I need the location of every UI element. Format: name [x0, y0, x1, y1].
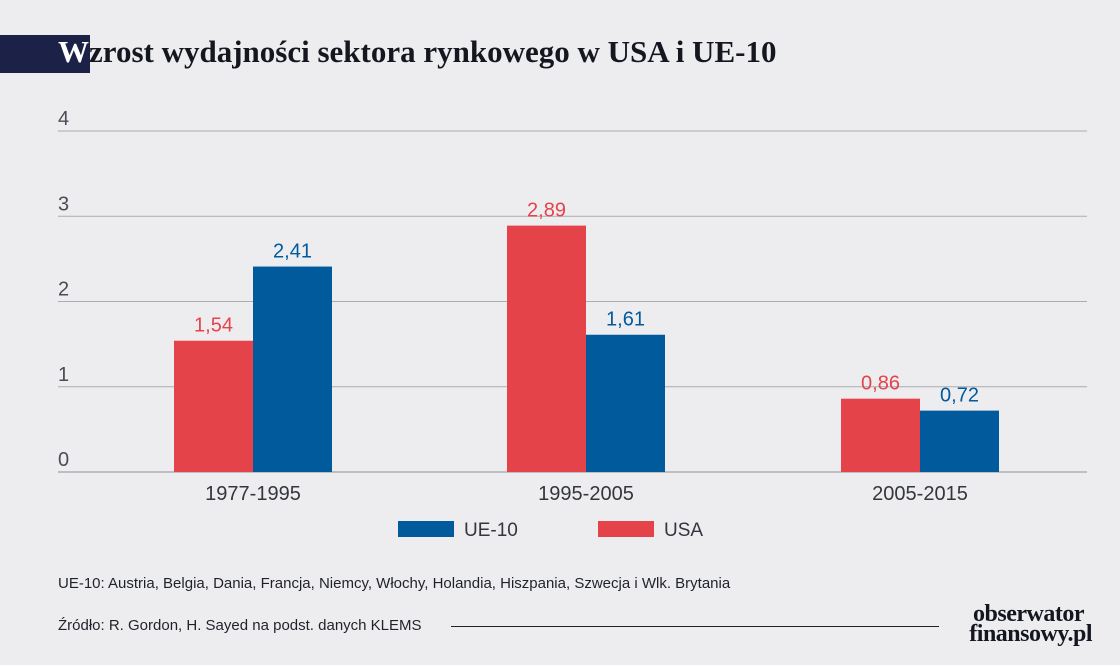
data-label: 2,89 — [527, 200, 566, 222]
bar — [841, 398, 920, 472]
chart-title: Wzrost wydajności sektora rynkowego w US… — [58, 34, 776, 70]
y-tick-label: 4 — [58, 108, 69, 130]
data-label: 2,41 — [273, 241, 312, 263]
bar — [920, 410, 999, 472]
logo-line-1: obserwator — [973, 601, 1084, 627]
bar — [174, 340, 253, 472]
x-tick-label: 2005-2015 — [872, 483, 968, 505]
legend-swatch — [398, 521, 454, 537]
title-accent-block — [0, 35, 90, 73]
y-tick-label: 3 — [58, 193, 69, 215]
bar — [253, 266, 332, 472]
x-tick-label: 1995-2005 — [538, 483, 634, 505]
title-text: zrost wydajności sektora rynkowego w USA… — [89, 34, 777, 69]
legend-label: USA — [664, 520, 703, 541]
legend-label: UE-10 — [464, 520, 518, 541]
y-tick-label: 2 — [58, 279, 69, 301]
y-tick-label: 0 — [58, 449, 69, 471]
bar — [586, 334, 665, 472]
logo-line-2: finansowy.pl — [969, 621, 1092, 647]
data-label: 0,86 — [861, 373, 900, 395]
publisher-logo: obserwator finansowy.pl — [950, 601, 1100, 651]
source-divider — [451, 626, 939, 627]
legend-swatch — [598, 521, 654, 537]
data-label: 0,72 — [940, 385, 979, 407]
y-tick-label: 1 — [58, 364, 69, 386]
title-first-letter: W — [58, 34, 89, 69]
footnote: UE-10: Austria, Belgia, Dania, Francja, … — [58, 575, 731, 592]
source-note: Źródło: R. Gordon, H. Sayed na podst. da… — [58, 617, 422, 634]
bar — [507, 225, 586, 472]
data-label: 1,61 — [606, 309, 645, 331]
bar-chart: 0 1 2 3 4 1,54 2,41 1977-1995 2,89 1,61 1995-2005 0… — [58, 108, 1087, 541]
data-label: 1,54 — [194, 315, 233, 337]
x-tick-label: 1977-1995 — [205, 483, 301, 505]
